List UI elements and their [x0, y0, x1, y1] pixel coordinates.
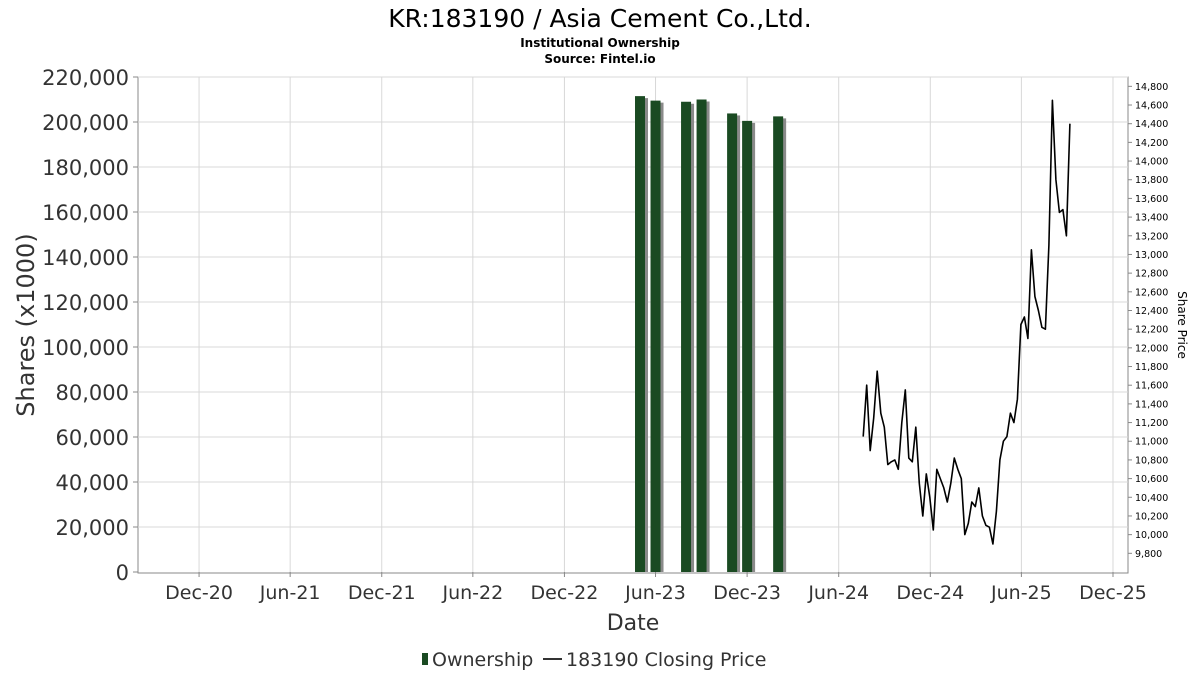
y2-tick-label: 14,200	[1135, 138, 1168, 149]
y2-tick-label: 13,800	[1135, 175, 1168, 186]
y-tick-label: 100,000	[42, 336, 129, 360]
x-tick-label: Dec-25	[1079, 582, 1147, 604]
y2-tick-label: 12,400	[1135, 306, 1168, 317]
y-tick-label: 40,000	[56, 471, 129, 495]
y2-tick-label: 10,000	[1135, 530, 1168, 541]
y2-tick-label: 14,600	[1135, 101, 1168, 112]
chart-source: Source: Fintel.io	[544, 52, 655, 66]
y2-tick-label: 12,200	[1135, 325, 1168, 336]
y-tick-label: 80,000	[56, 381, 129, 405]
legend-label-ownership: Ownership	[432, 649, 533, 671]
y2-tick-label: 12,800	[1135, 269, 1168, 280]
y2-tick-label: 10,800	[1135, 455, 1168, 466]
y2-axis-label: Share Price	[1175, 291, 1189, 359]
x-tick-label: Jun-21	[259, 582, 321, 604]
y-tick-label: 220,000	[42, 66, 129, 90]
ownership-bar	[697, 100, 707, 573]
ownership-bar	[773, 116, 783, 572]
x-tick-label: Jun-24	[807, 582, 869, 604]
ownership-bar	[727, 113, 737, 572]
legend-label-price: 183190 Closing Price	[566, 649, 766, 671]
y2-tick-label: 13,200	[1135, 231, 1168, 242]
y2-tick-label: 10,400	[1135, 493, 1168, 504]
y2-tick-label: 10,200	[1135, 511, 1168, 522]
x-tick-label: Dec-24	[896, 582, 964, 604]
y-tick-label: 200,000	[42, 111, 129, 135]
legend-swatch-ownership	[422, 653, 428, 665]
y2-tick-label: 14,800	[1135, 82, 1168, 93]
y2-tick-label: 11,000	[1135, 437, 1168, 448]
y2-tick-label: 13,000	[1135, 250, 1168, 261]
y2-tick-label: 14,400	[1135, 119, 1168, 130]
x-tick-label: Dec-23	[713, 582, 781, 604]
y2-tick-label: 11,400	[1135, 399, 1168, 410]
y-tick-label: 140,000	[42, 246, 129, 270]
y-axis-left-ticks: 0 20,000 40,000 60,000 80,000 100,000 120,000 1…	[42, 66, 138, 585]
x-tick-label: Jun-25	[990, 582, 1052, 604]
y2-tick-label: 13,400	[1135, 213, 1168, 224]
x-axis-label: Date	[607, 611, 660, 636]
y-axis-right-ticks: 9,800 10,000 10,200 10,400 10,600 10,800 11,00…	[1128, 82, 1168, 560]
y2-tick-label: 12,600	[1135, 287, 1168, 298]
y-tick-label: 160,000	[42, 201, 129, 225]
y-tick-label: 20,000	[56, 516, 129, 540]
y2-tick-label: 11,800	[1135, 362, 1168, 373]
x-tick-label: Dec-22	[531, 582, 599, 604]
x-axis-ticks: Dec-20 Jun-21 Dec-21 Jun-22 Dec-22 Jun-23 Dec-…	[165, 572, 1147, 604]
ownership-bars	[635, 96, 786, 572]
ownership-bar	[651, 101, 661, 572]
y2-tick-label: 11,600	[1135, 381, 1168, 392]
y2-tick-label: 12,000	[1135, 343, 1168, 354]
chart-subtitle: Institutional Ownership	[520, 36, 680, 50]
y2-tick-label: 9,800	[1135, 549, 1162, 560]
x-tick-label: Dec-20	[165, 582, 233, 604]
ownership-bar	[635, 96, 645, 572]
ownership-bar	[681, 102, 691, 572]
x-tick-label: Jun-23	[624, 582, 686, 604]
y2-tick-label: 14,000	[1135, 157, 1168, 168]
x-tick-label: Jun-22	[441, 582, 503, 604]
x-tick-label: Dec-21	[348, 582, 416, 604]
y2-tick-label: 11,200	[1135, 418, 1168, 429]
ownership-bar	[742, 121, 752, 572]
y-axis-label: Shares (x1000)	[12, 233, 40, 416]
y2-tick-label: 10,600	[1135, 474, 1168, 485]
y2-tick-label: 13,600	[1135, 194, 1168, 205]
legend: Ownership 183190 Closing Price	[422, 649, 766, 671]
y-tick-label: 180,000	[42, 156, 129, 180]
y-tick-label: 60,000	[56, 426, 129, 450]
chart-title: KR:183190 / Asia Cement Co.,Ltd.	[388, 4, 811, 33]
y-tick-label: 0	[116, 561, 129, 585]
y-tick-label: 120,000	[42, 291, 129, 315]
